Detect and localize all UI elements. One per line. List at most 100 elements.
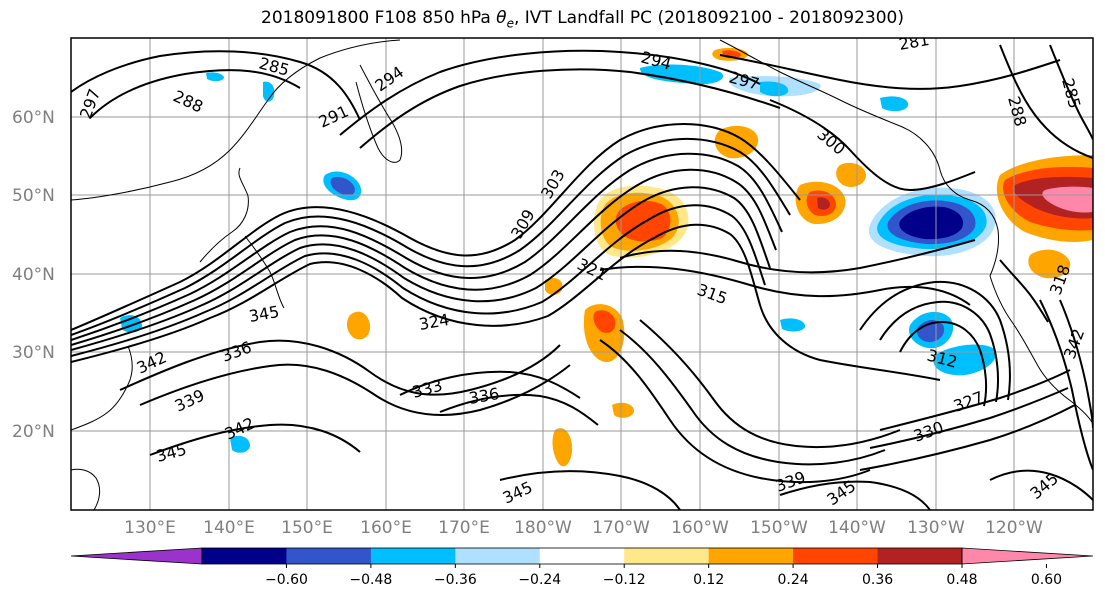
contour xyxy=(879,300,999,403)
shade-negative-cyan xyxy=(780,318,806,332)
contour xyxy=(779,480,931,510)
colorbar-swatches xyxy=(70,547,1094,565)
colorbar-tick-label: −0.60 xyxy=(265,572,308,588)
coastline-asia xyxy=(71,39,401,201)
lat-label: 40°N xyxy=(12,265,55,285)
shade-positive-darkred xyxy=(817,197,830,210)
lon-label: 130°E xyxy=(124,518,176,538)
contour xyxy=(119,339,561,396)
title-subscript: e xyxy=(506,16,514,31)
contour xyxy=(499,470,681,510)
shade-positive-orange xyxy=(612,402,635,418)
contour xyxy=(71,50,361,121)
contour xyxy=(89,69,301,119)
coastline-china xyxy=(71,345,133,510)
lon-label: 120°W xyxy=(985,518,1043,538)
colorbar-swatch xyxy=(708,548,794,564)
shade-negative-cyan xyxy=(230,435,250,453)
colorbar-tick-label: −0.24 xyxy=(518,572,561,588)
contour xyxy=(71,204,766,357)
colorbar-ticks: −0.60 −0.48 −0.36 −0.24 −0.12 0.12 0.24 0.36 0.4… xyxy=(265,564,1062,588)
colorbar: −0.60 −0.48 −0.36 −0.24 −0.12 0.12 0.24 0.36 0.4… xyxy=(70,547,1094,588)
coastline-kamchatka xyxy=(355,64,403,163)
colorbar-swatch xyxy=(793,548,879,564)
colorbar-tick-label: 0.36 xyxy=(862,572,893,588)
contour xyxy=(869,387,1069,449)
shaded-anomaly-field xyxy=(120,47,1093,467)
colorbar-tick-label: 0.60 xyxy=(1031,572,1062,588)
colorbar-tick-label: −0.48 xyxy=(349,572,392,588)
colorbar-swatch xyxy=(877,548,963,564)
contour xyxy=(989,469,1093,501)
title-theta-symbol: θ xyxy=(496,8,507,28)
lon-label: 130°W xyxy=(907,518,965,538)
shade-positive-orange xyxy=(714,125,759,159)
contour xyxy=(879,369,1071,431)
colorbar-tick-label: 0.24 xyxy=(778,572,809,588)
contour xyxy=(1039,299,1093,471)
lon-label: 180°W xyxy=(514,518,572,538)
colorbar-swatch xyxy=(202,548,287,564)
shade-negative-blue xyxy=(330,176,355,196)
contour xyxy=(71,137,791,336)
lon-label: 140°E xyxy=(203,518,255,538)
lon-label: 140°W xyxy=(828,518,886,538)
contour xyxy=(399,370,581,399)
shade-negative-cyan xyxy=(880,96,909,112)
colorbar-swatch xyxy=(539,548,625,564)
shade-positive-red xyxy=(593,310,616,333)
shade-positive-orange xyxy=(836,162,866,187)
map-content: 285 288 297 291 294 294 297 281 285 288 … xyxy=(71,30,1093,510)
gridlines xyxy=(71,38,1093,510)
shade-negative-lightblue xyxy=(206,72,224,82)
contour xyxy=(899,320,988,407)
shade-positive-orange xyxy=(346,311,371,340)
colorbar-extend-right xyxy=(961,547,1094,565)
lon-label: 170°E xyxy=(438,518,490,538)
colorbar-swatch xyxy=(370,548,456,564)
colorbar-tick-label: 0.48 xyxy=(946,572,977,588)
contour xyxy=(1049,44,1093,141)
lat-label: 60°N xyxy=(12,108,55,128)
contour xyxy=(71,168,777,346)
lon-label: 150°W xyxy=(750,518,808,538)
colorbar-swatch xyxy=(624,548,710,564)
contour xyxy=(149,423,361,456)
lon-label: 150°E xyxy=(281,518,333,538)
contour xyxy=(729,233,941,381)
lon-label: 160°W xyxy=(671,518,729,538)
contour xyxy=(619,239,976,274)
colorbar-swatch xyxy=(455,548,541,564)
longitude-labels: 130°E 140°E 150°E 160°E 170°E 180°W 170°… xyxy=(124,518,1043,538)
contour xyxy=(859,280,1011,401)
coastline-north-america xyxy=(989,275,1093,425)
lat-label: 20°N xyxy=(12,422,55,442)
contour xyxy=(769,99,976,192)
contour xyxy=(71,152,783,341)
lat-label: 50°N xyxy=(12,186,55,206)
coastlines xyxy=(71,39,1093,510)
contour xyxy=(71,223,731,363)
shade-negative-cyan xyxy=(760,81,789,97)
contour xyxy=(719,54,1061,90)
contour xyxy=(639,319,901,449)
colorbar-tick-label: 0.12 xyxy=(693,572,724,588)
colorbar-swatch xyxy=(286,548,372,564)
lon-label: 160°E xyxy=(360,518,412,538)
contour-label: 281 xyxy=(897,30,930,54)
colorbar-frame xyxy=(201,547,963,565)
theta-e-contours xyxy=(71,44,1093,510)
title-suffix: , IVT Landfall PC (2018092100 - 20180923… xyxy=(513,8,904,28)
colorbar-tick-label: −0.36 xyxy=(434,572,477,588)
shade-positive-orange xyxy=(1028,249,1071,279)
contour xyxy=(599,265,971,306)
contour xyxy=(999,44,1093,159)
contour xyxy=(71,186,771,351)
colorbar-extend-left xyxy=(70,547,203,565)
contour xyxy=(139,363,571,416)
colorbar-tick-label: −0.12 xyxy=(603,572,646,588)
contour xyxy=(359,68,781,149)
contour xyxy=(859,404,1076,471)
contour xyxy=(599,339,871,484)
